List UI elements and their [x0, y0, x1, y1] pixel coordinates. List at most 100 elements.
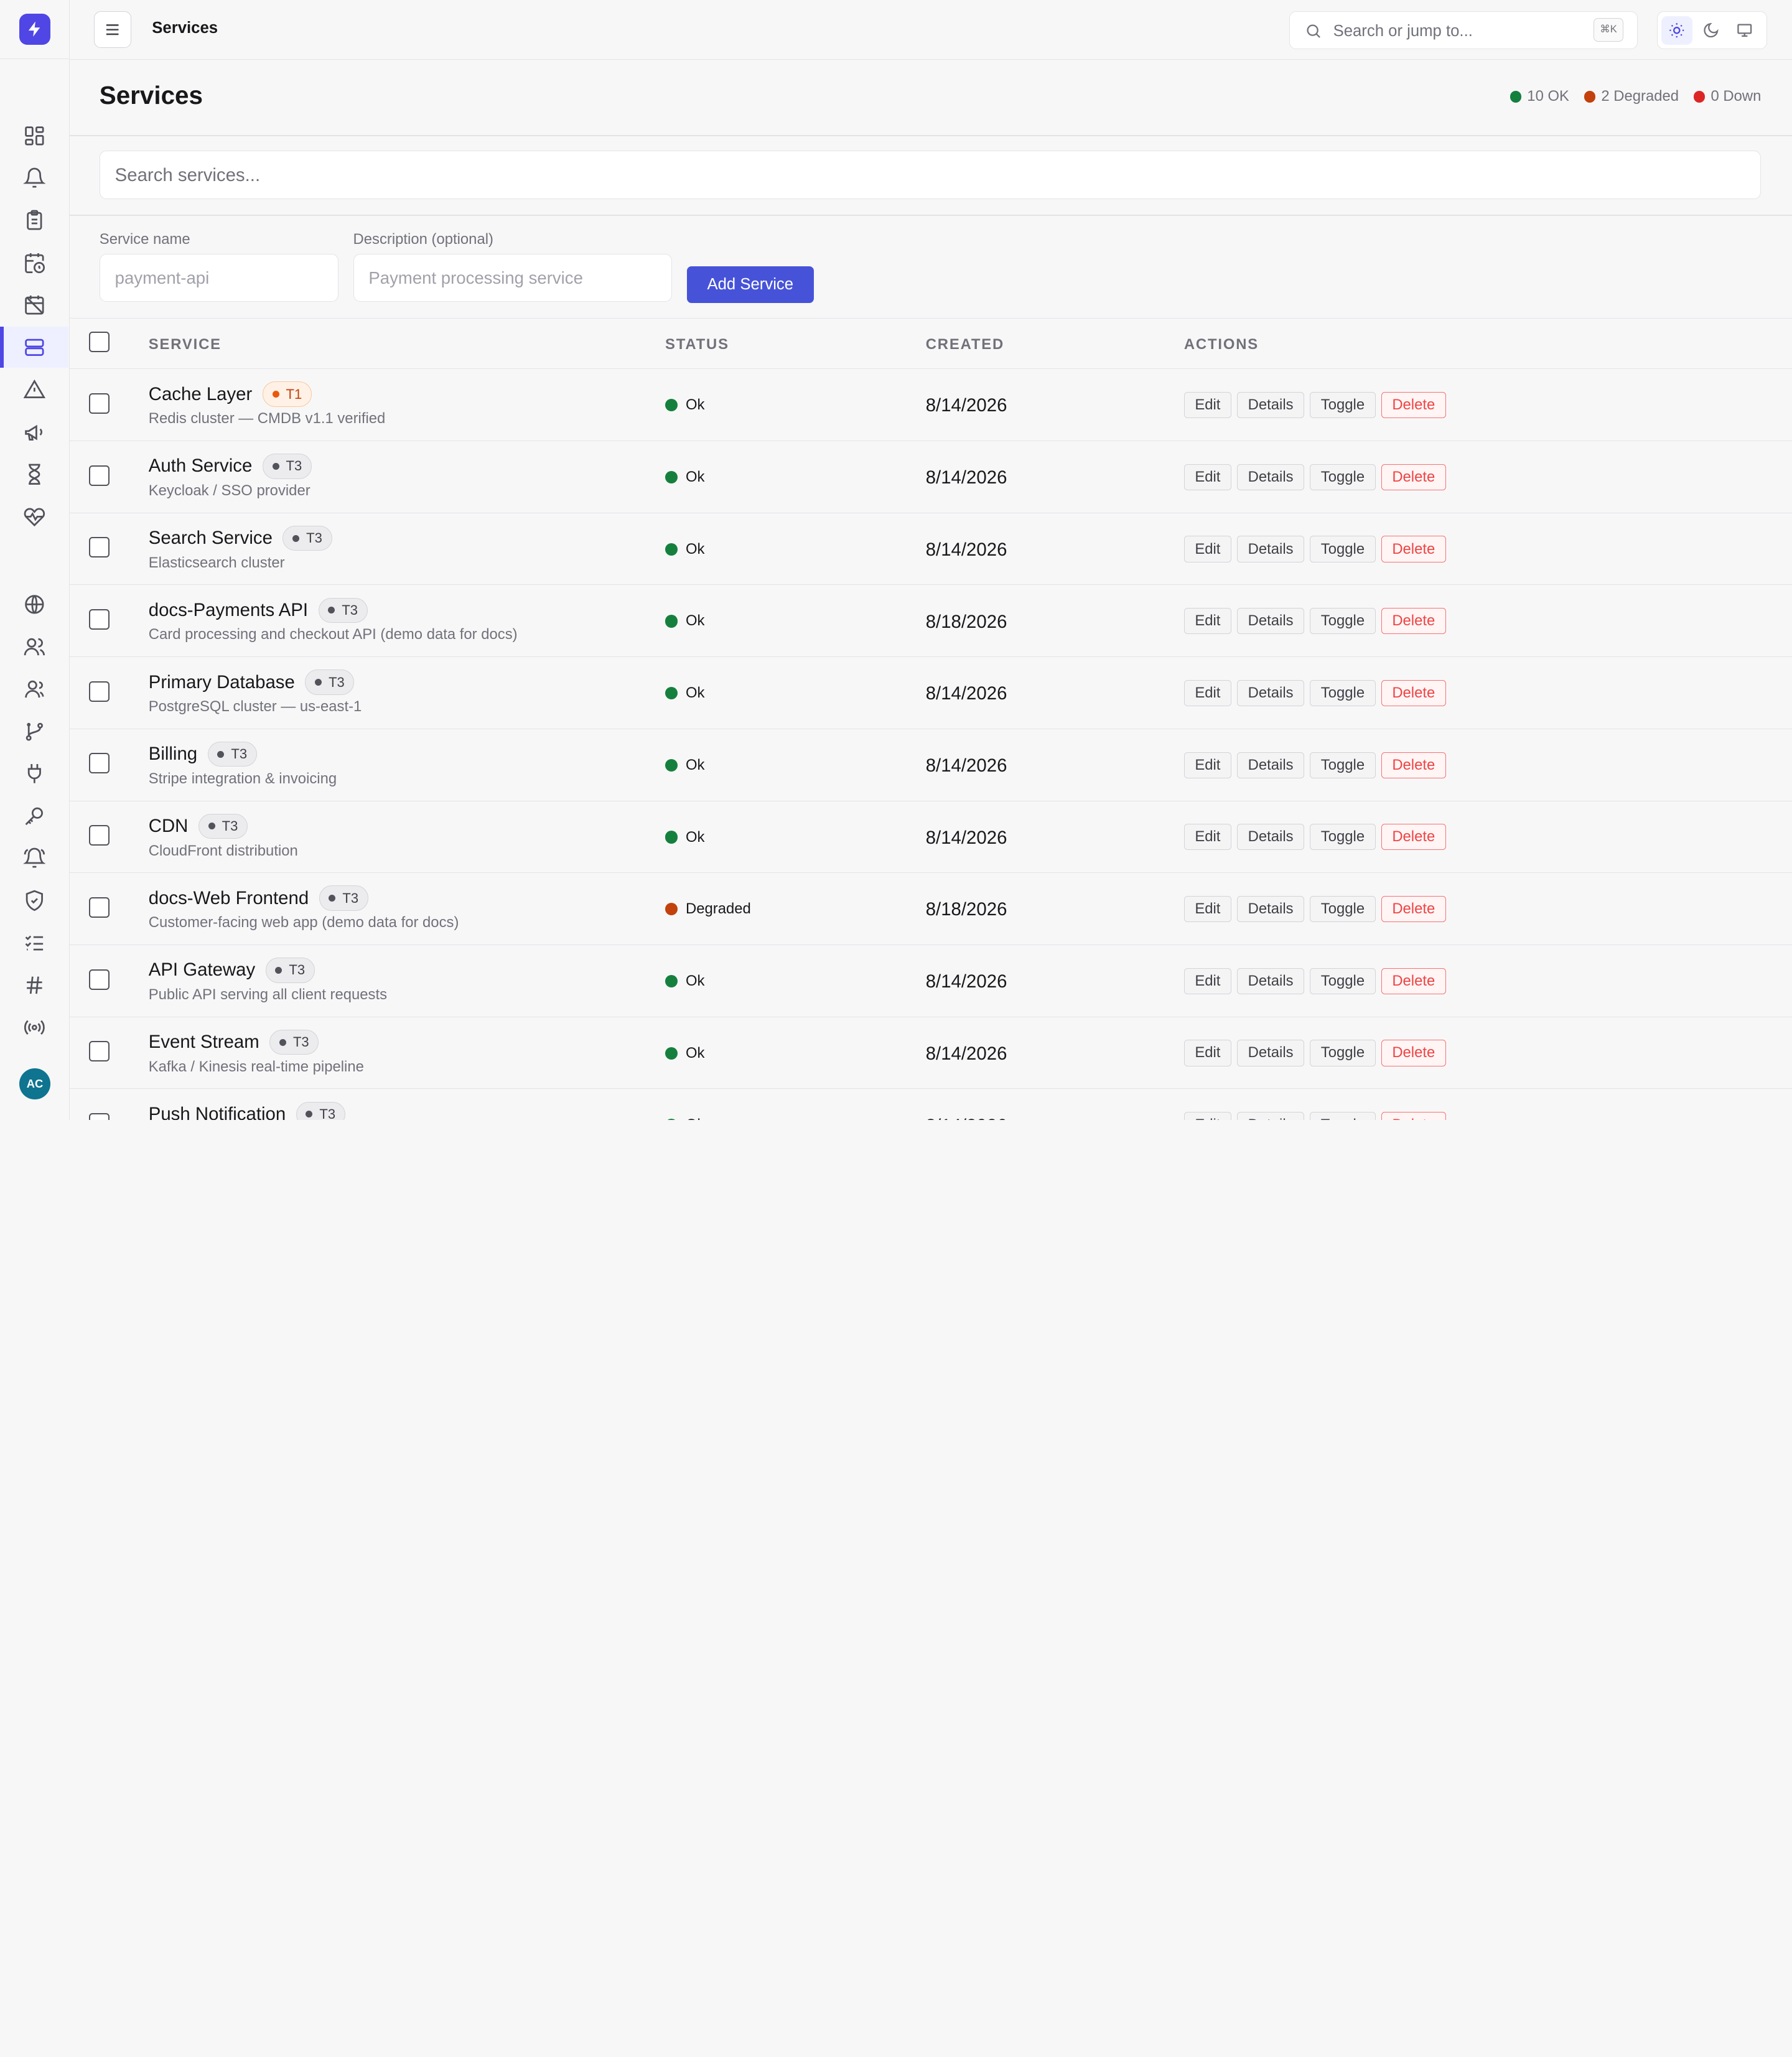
nav-teams[interactable] [0, 668, 68, 709]
delete-button[interactable]: Delete [1381, 608, 1446, 635]
table-row[interactable]: Event Stream T3 Kafka / Kinesis real-time … [70, 1017, 1792, 1089]
nav-services[interactable] [0, 327, 69, 368]
select-all-checkbox[interactable] [89, 331, 110, 352]
nav-broadcast[interactable] [0, 1007, 68, 1048]
service-name-input[interactable]: payment-api [99, 253, 338, 302]
delete-button[interactable]: Delete [1381, 752, 1446, 778]
service-name[interactable]: Search Service [148, 528, 273, 549]
delete-button[interactable]: Delete [1381, 464, 1446, 490]
row-checkbox[interactable] [89, 897, 110, 918]
menu-toggle-button[interactable] [93, 11, 132, 49]
service-name[interactable]: docs-Payments API [148, 599, 309, 620]
details-button[interactable]: Details [1237, 536, 1305, 562]
service-name[interactable]: Cache Layer [148, 383, 253, 404]
table-row[interactable]: docs-Payments API T3 Card processing and c… [70, 585, 1792, 658]
service-name[interactable]: CDN [148, 815, 189, 836]
edit-button[interactable]: Edit [1183, 1040, 1231, 1066]
edit-button[interactable]: Edit [1183, 391, 1231, 419]
row-checkbox[interactable] [89, 825, 110, 846]
toggle-button[interactable]: Toggle [1310, 968, 1376, 994]
toggle-button[interactable]: Toggle [1310, 752, 1376, 778]
toggle-button[interactable]: Toggle [1310, 536, 1376, 562]
toggle-button[interactable]: Toggle [1310, 608, 1376, 635]
table-row[interactable]: docs-Web Frontend T3 Customer-facing web a… [70, 873, 1792, 945]
edit-button[interactable]: Edit [1183, 752, 1231, 778]
toggle-button[interactable]: Toggle [1310, 464, 1376, 490]
nav-maintenance[interactable] [0, 284, 68, 325]
service-name[interactable]: Push Notification [148, 1103, 286, 1120]
edit-button[interactable]: Edit [1183, 608, 1231, 635]
nav-status-pages[interactable] [0, 584, 68, 625]
nav-alerts[interactable] [0, 157, 68, 198]
nav-health[interactable] [0, 496, 68, 537]
delete-button[interactable]: Delete [1381, 968, 1446, 994]
delete-button[interactable]: Delete [1381, 391, 1446, 419]
row-checkbox[interactable] [89, 1112, 110, 1120]
details-button[interactable]: Details [1237, 608, 1305, 635]
details-button[interactable]: Details [1237, 895, 1305, 923]
table-row[interactable]: Auth Service T3 Keycloak / SSO provider Ok 8… [70, 441, 1792, 513]
row-checkbox[interactable] [89, 393, 110, 414]
toggle-button[interactable]: Toggle [1310, 1112, 1376, 1120]
theme-light-button[interactable] [1661, 16, 1693, 45]
edit-button[interactable]: Edit [1183, 679, 1231, 707]
nav-announcements[interactable] [0, 411, 68, 452]
theme-dark-button[interactable] [1695, 16, 1727, 45]
toggle-button[interactable]: Toggle [1310, 679, 1376, 707]
service-name[interactable]: Auth Service [148, 455, 253, 477]
row-checkbox[interactable] [89, 1041, 110, 1062]
service-name[interactable]: Event Stream [148, 1032, 259, 1053]
delete-button[interactable]: Delete [1381, 824, 1446, 851]
app-logo[interactable] [19, 14, 50, 45]
toggle-button[interactable]: Toggle [1310, 391, 1376, 419]
delete-button[interactable]: Delete [1381, 1112, 1446, 1120]
nav-dashboard[interactable] [0, 116, 68, 157]
toggle-button[interactable]: Toggle [1310, 1040, 1376, 1066]
table-row[interactable]: Billing T3 Stripe integration & invoicing O… [70, 729, 1792, 801]
details-button[interactable]: Details [1237, 391, 1305, 419]
nav-tasks[interactable] [0, 200, 68, 241]
service-search-input[interactable]: Search services... [99, 151, 1762, 199]
service-name[interactable]: API Gateway [148, 959, 256, 981]
user-avatar[interactable]: AC [19, 1068, 50, 1099]
details-button[interactable]: Details [1237, 752, 1305, 778]
row-checkbox[interactable] [89, 609, 110, 630]
row-checkbox[interactable] [89, 753, 110, 774]
nav-incidents[interactable] [0, 369, 68, 410]
row-checkbox[interactable] [89, 681, 110, 702]
toggle-button[interactable]: Toggle [1310, 895, 1376, 923]
toggle-button[interactable]: Toggle [1310, 824, 1376, 851]
details-button[interactable]: Details [1237, 968, 1305, 994]
nav-notifications[interactable] [0, 837, 68, 879]
nav-api-keys[interactable] [0, 795, 68, 836]
edit-button[interactable]: Edit [1183, 824, 1231, 851]
global-search[interactable]: Search or jump to... ⌘K [1289, 11, 1638, 49]
details-button[interactable]: Details [1237, 1040, 1305, 1066]
edit-button[interactable]: Edit [1183, 1112, 1231, 1120]
nav-schedules[interactable] [0, 242, 68, 283]
add-service-button[interactable]: Add Service [686, 266, 814, 303]
description-input[interactable]: Payment processing service [353, 253, 672, 302]
delete-button[interactable]: Delete [1381, 895, 1446, 923]
nav-integrations[interactable] [0, 753, 68, 794]
row-checkbox[interactable] [89, 537, 110, 558]
edit-button[interactable]: Edit [1183, 895, 1231, 923]
nav-security[interactable] [0, 880, 68, 921]
row-checkbox[interactable] [89, 465, 110, 486]
table-row[interactable]: Primary Database T3 PostgreSQL cluster — u… [70, 657, 1792, 729]
service-name[interactable]: docs-Web Frontend [148, 887, 309, 908]
details-button[interactable]: Details [1237, 824, 1305, 851]
table-row[interactable]: CDN T3 CloudFront distribution Ok 8/14/2026 E… [70, 801, 1792, 874]
delete-button[interactable]: Delete [1381, 679, 1446, 707]
nav-checklists[interactable] [0, 922, 68, 963]
theme-system-button[interactable] [1729, 16, 1761, 45]
table-row[interactable]: Cache Layer T1 Redis cluster — CMDB v1.1 v… [70, 369, 1792, 441]
service-name[interactable]: Primary Database [148, 671, 295, 693]
edit-button[interactable]: Edit [1183, 536, 1231, 562]
delete-button[interactable]: Delete [1381, 1040, 1446, 1066]
details-button[interactable]: Details [1237, 1112, 1305, 1120]
details-button[interactable]: Details [1237, 464, 1305, 490]
nav-pending[interactable] [0, 454, 68, 495]
edit-button[interactable]: Edit [1183, 968, 1231, 994]
table-row[interactable]: API Gateway T3 Public API serving all clie… [70, 945, 1792, 1017]
